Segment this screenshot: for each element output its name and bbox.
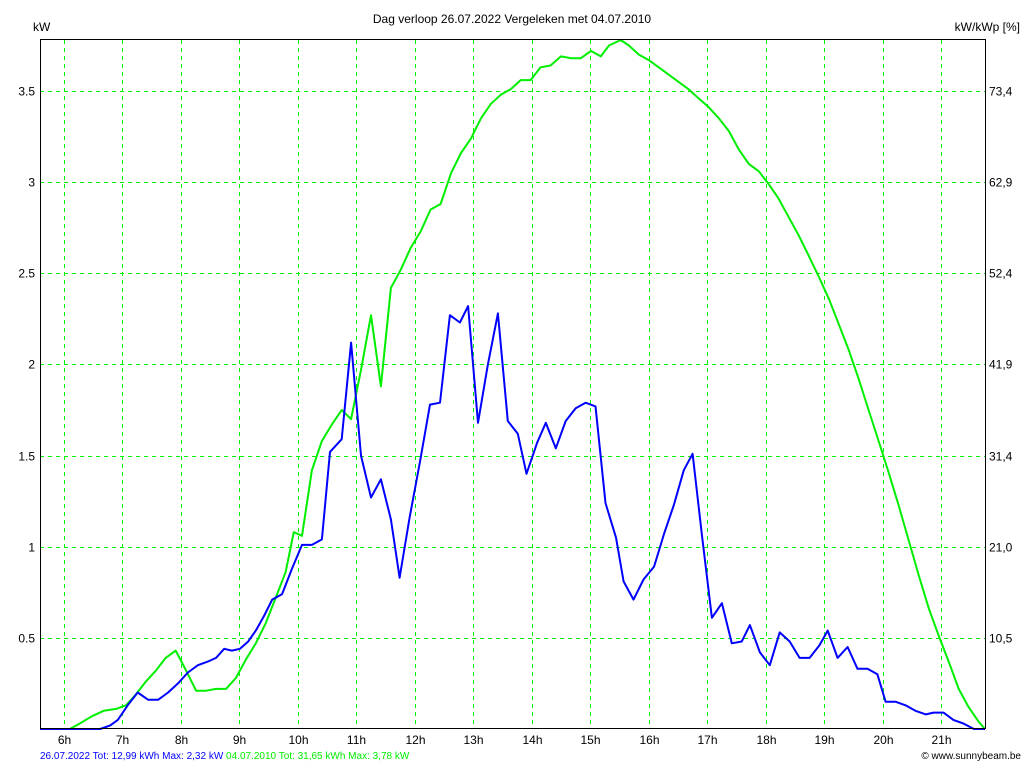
x-tick-label: 14h bbox=[522, 733, 542, 747]
y-tick-label-right: 41,9 bbox=[989, 358, 1013, 372]
chart-title: Dag verloop 26.07.2022 Vergeleken met 04… bbox=[372, 12, 652, 26]
x-tick-label: 17h bbox=[697, 733, 717, 747]
y-tick-label-left: 0.5 bbox=[18, 632, 35, 646]
copyright: © www.sunnybeam.be bbox=[921, 751, 1021, 762]
y-tick-label-left: 1 bbox=[28, 541, 35, 555]
x-tick-label: 18h bbox=[756, 733, 776, 747]
y-tick-label-right: 10,5 bbox=[989, 632, 1013, 646]
grid bbox=[40, 40, 985, 729]
y-tick-label-right: 73,4 bbox=[989, 85, 1013, 99]
x-tick-label: 6h bbox=[58, 733, 71, 747]
x-tick-label: 16h bbox=[639, 733, 659, 747]
legend-reference: 04.07.2010 Tot: 31,65 kWh Max: 3,78 kW bbox=[226, 751, 410, 762]
series-line-26-07-2022 bbox=[40, 305, 985, 730]
y-tick-label-right: 31,4 bbox=[989, 450, 1013, 464]
legend-today: 26.07.2022 Tot: 12,99 kWh Max: 2,32 kW bbox=[40, 751, 224, 762]
x-tick-label: 13h bbox=[463, 733, 483, 747]
y-tick-label-right: 21,0 bbox=[989, 541, 1013, 555]
x-tick-label: 7h bbox=[116, 733, 129, 747]
x-tick-label: 8h bbox=[175, 733, 188, 747]
plot-frame bbox=[40, 39, 986, 729]
y-tick-label-right: 62,9 bbox=[989, 176, 1013, 190]
x-tick-label: 20h bbox=[873, 733, 893, 747]
y-tick-label-right: 52,4 bbox=[989, 267, 1013, 281]
x-tick-label: 21h bbox=[931, 733, 951, 747]
x-tick-label: 19h bbox=[814, 733, 834, 747]
x-tick-label: 11h bbox=[347, 733, 366, 747]
x-tick-label: 9h bbox=[233, 733, 246, 747]
y-axis-label-right: kW/kWp [%] bbox=[954, 20, 1020, 34]
legend: 26.07.2022 Tot: 12,99 kWh Max: 2,32 kW 0… bbox=[40, 751, 409, 762]
y-axis-label-left: kW bbox=[33, 20, 51, 34]
x-tick-label: 15h bbox=[580, 733, 600, 747]
series-lines bbox=[40, 39, 986, 730]
tick-labels: 6h 7h 8h 9h 10h 11h 12h 13h 14h 15h 16h 17h 18h 19h 20… bbox=[18, 85, 1012, 748]
x-tick-label: 10h bbox=[288, 733, 308, 747]
y-tick-label-left: 3 bbox=[28, 176, 35, 190]
y-tick-label-left: 1.5 bbox=[18, 450, 35, 464]
x-tick-label: 12h bbox=[405, 733, 425, 747]
y-tick-label-left: 3.5 bbox=[18, 85, 35, 99]
y-tick-label-left: 2 bbox=[28, 358, 35, 372]
series-line-04-07-2010 bbox=[40, 39, 986, 730]
y-tick-label-left: 2.5 bbox=[18, 267, 35, 281]
